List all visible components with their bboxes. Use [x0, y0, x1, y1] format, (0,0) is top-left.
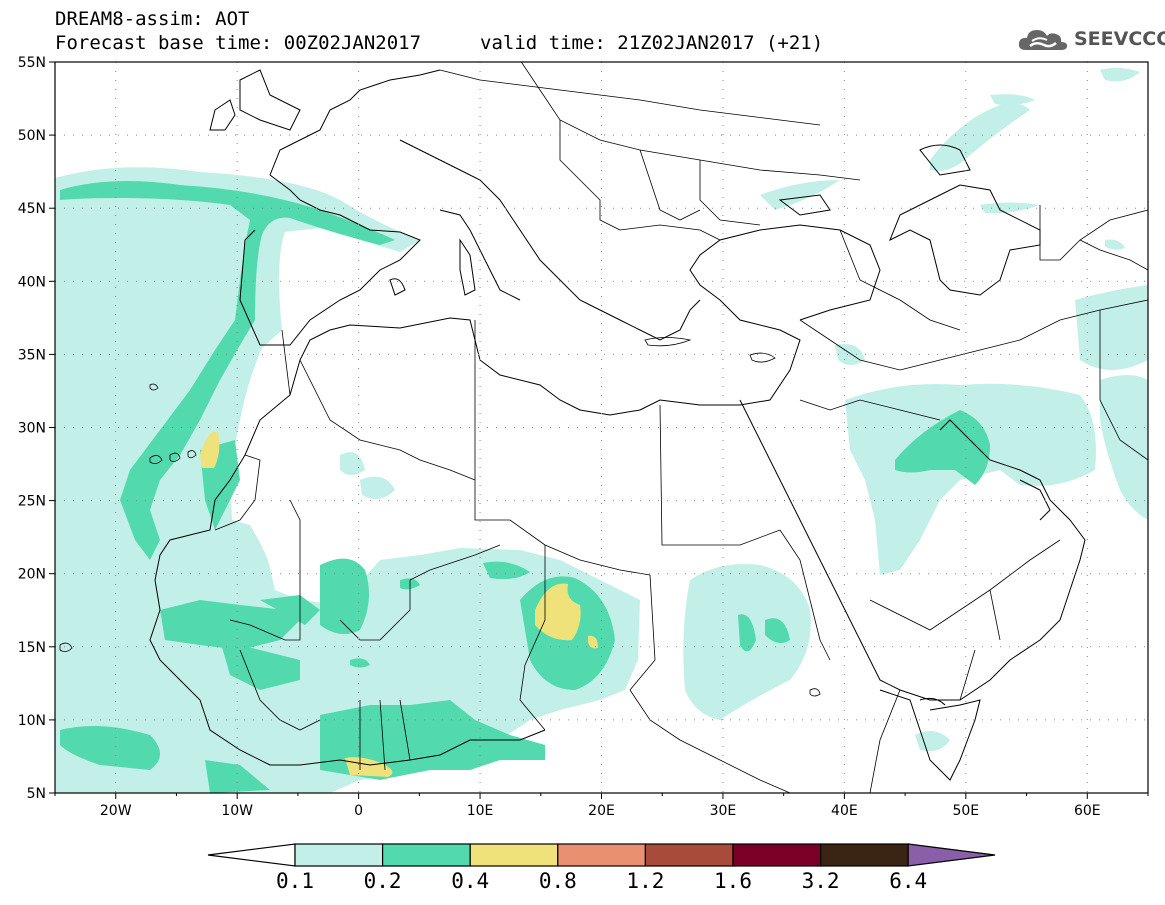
lon-tick-label: 20W — [100, 803, 132, 819]
islands — [59, 337, 821, 697]
colorbar-segment — [819, 843, 909, 867]
aot-level-0.4-0.8 — [200, 431, 598, 777]
colorbar: 0.1 0.2 0.4 0.8 1.2 1.6 3.2 6.4 — [207, 843, 996, 893]
colorbar-segment — [557, 843, 646, 867]
lat-tick-label: 25N — [18, 494, 46, 510]
longitude-axis: 20W 10W 0 10E 20E 30E 40E 50E 60E — [54, 793, 1149, 819]
aot-fields — [55, 62, 1148, 793]
lat-tick-label: 50N — [18, 128, 46, 144]
lat-tick-label: 20N — [18, 567, 46, 583]
colorbar-segment — [294, 843, 384, 867]
cloud-icon — [1018, 30, 1068, 50]
aot-level-0.2-0.4 — [60, 181, 990, 793]
lon-tick-label: 60E — [1074, 803, 1101, 819]
colorbar-segment — [469, 843, 559, 867]
country-borders — [214, 62, 1148, 793]
colorbar-label: 1.2 — [626, 869, 664, 893]
lat-tick-label: 55N — [18, 55, 46, 71]
colorbar-label: 3.2 — [802, 869, 840, 893]
valid-time: valid time: 21Z02JAN2017 (+21) — [480, 32, 824, 54]
lat-tick-label: 30N — [18, 421, 46, 437]
colorbar-segment — [732, 843, 822, 867]
lon-tick-label: 30E — [710, 803, 737, 819]
colorbar-label: 0.8 — [539, 869, 577, 893]
map-title: DREAM8-assim: AOT — [55, 8, 250, 30]
lon-tick-label: 10E — [467, 803, 494, 819]
colorbar-segment — [382, 843, 471, 867]
colorbar-label: 1.6 — [714, 869, 752, 893]
lon-tick-label: 0 — [354, 803, 363, 819]
lat-tick-label: 35N — [18, 347, 46, 363]
colorbar-segment — [644, 843, 734, 867]
lat-tick-label: 40N — [18, 274, 46, 290]
seevccc-logo: SEEVCCC — [1016, 22, 1165, 56]
lon-tick-label: 20E — [588, 803, 615, 819]
lon-tick-label: 50E — [952, 803, 979, 819]
colorbar-label: 6.4 — [889, 869, 927, 893]
lat-tick-label: 15N — [18, 640, 46, 656]
lat-tick-label: 45N — [18, 201, 46, 217]
colorbar-low-arrow — [207, 843, 296, 867]
lon-tick-label: 40E — [831, 803, 858, 819]
latitude-axis: 55N 50N 45N 40N 35N 30N 25N 20N 15N 10N 5N — [18, 55, 55, 802]
colorbar-label: 0.4 — [451, 869, 489, 893]
logo-text: SEEVCCC — [1074, 28, 1165, 50]
forecast-base-time: Forecast base time: 00Z02JAN2017 — [55, 32, 422, 54]
colorbar-label: 0.2 — [364, 869, 402, 893]
colorbar-high-arrow — [907, 843, 996, 867]
colorbar-label: 0.1 — [276, 869, 314, 893]
lon-tick-label: 10W — [221, 803, 253, 819]
lat-tick-label: 10N — [18, 713, 46, 729]
lat-tick-label: 5N — [27, 786, 46, 802]
